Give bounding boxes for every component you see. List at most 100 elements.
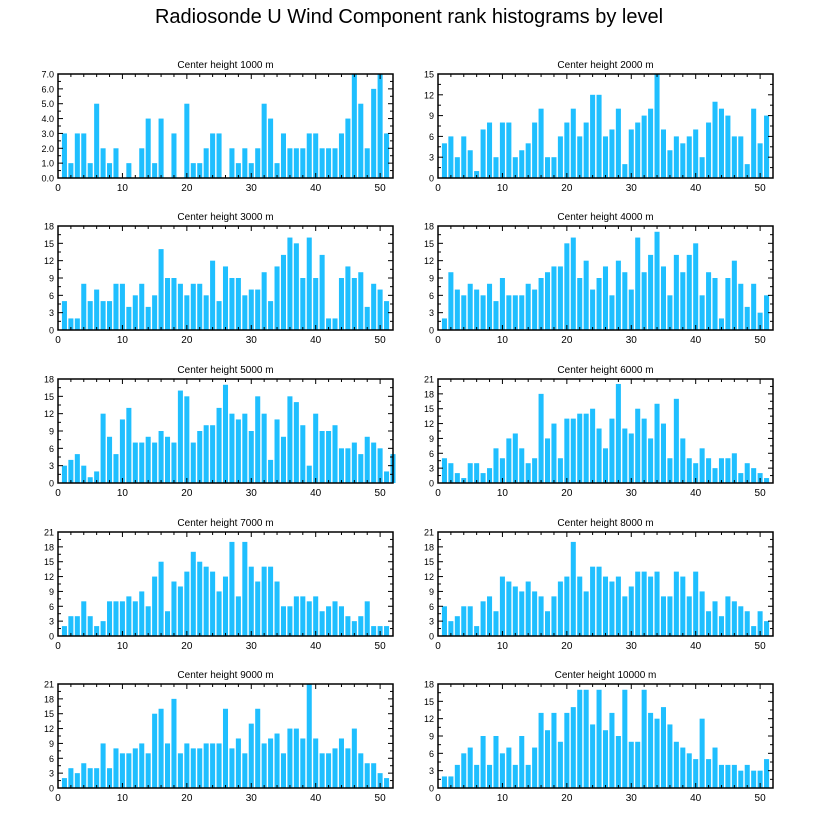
histogram-bar — [474, 764, 480, 788]
y-tick-label: 21 — [44, 528, 54, 538]
histogram-bar — [725, 115, 731, 178]
histogram-bar — [673, 571, 679, 636]
histogram-bar — [371, 626, 377, 636]
histogram-bar — [274, 266, 280, 330]
histogram-bar — [345, 448, 351, 483]
x-tick-label: 40 — [310, 183, 322, 194]
histogram-bar — [545, 272, 551, 330]
histogram-bar — [718, 108, 724, 178]
histogram-bar — [731, 764, 737, 788]
histogram-bar — [222, 266, 229, 330]
histogram-bar — [577, 689, 583, 788]
histogram-bar — [718, 616, 724, 636]
histogram-bar — [744, 611, 750, 636]
histogram-bar — [177, 753, 183, 788]
histogram-bar — [268, 738, 274, 788]
histogram-bar — [158, 118, 164, 178]
histogram-bar — [68, 768, 74, 788]
histogram-bar — [525, 463, 531, 483]
histogram-bar — [474, 463, 480, 483]
y-tick-label: 6.0 — [41, 84, 54, 94]
x-tick-label: 30 — [246, 641, 258, 652]
histogram-bar — [94, 471, 100, 483]
histogram-bar — [570, 541, 576, 636]
histogram-bar — [551, 712, 557, 788]
histogram-bar — [441, 458, 447, 483]
main-title: Radiosonde U Wind Component rank histogr… — [154, 6, 664, 28]
histogram-bar — [448, 621, 454, 636]
y-tick-label: 3 — [429, 617, 434, 627]
histogram-bar — [68, 459, 74, 483]
histogram-bar — [287, 728, 293, 788]
y-tick-label: 3 — [49, 461, 54, 471]
histogram-bar — [441, 318, 447, 330]
histogram-bar — [454, 473, 460, 483]
histogram-bar — [326, 606, 332, 636]
histogram-bar — [480, 295, 486, 330]
x-tick-label: 40 — [690, 335, 702, 346]
histogram-bar — [197, 748, 203, 788]
y-tick-label: 15 — [44, 709, 54, 719]
histogram-bar — [280, 254, 286, 330]
histogram-bar — [248, 163, 254, 178]
x-tick-label: 10 — [117, 793, 129, 804]
histogram-bar — [126, 306, 132, 330]
x-tick-label: 50 — [755, 183, 767, 194]
panel-title: Center height 10000 m — [555, 670, 657, 681]
histogram-bar — [667, 596, 673, 636]
histogram-bar — [222, 708, 229, 788]
histogram-bar — [332, 425, 338, 483]
histogram-bar — [461, 606, 467, 636]
histogram-bar — [68, 318, 74, 330]
histogram-bar — [590, 289, 596, 330]
histogram-bar — [319, 611, 325, 636]
histogram-bar — [306, 237, 312, 330]
histogram-bar — [306, 684, 312, 788]
histogram-bar — [338, 278, 344, 330]
y-tick-label: 15 — [424, 557, 434, 567]
histogram-bar — [525, 283, 531, 330]
histogram-bar — [622, 428, 628, 483]
histogram-bar — [660, 596, 666, 636]
histogram-bar — [441, 606, 447, 636]
x-tick-label: 20 — [561, 641, 573, 652]
x-tick-label: 20 — [561, 335, 573, 346]
histogram-bar — [764, 759, 770, 788]
histogram-bar — [583, 122, 589, 178]
histogram-bar — [81, 601, 87, 636]
histogram-bar — [706, 611, 712, 636]
histogram-bar — [660, 129, 666, 178]
x-tick-label: 50 — [375, 641, 387, 652]
y-tick-label: 6 — [429, 132, 434, 142]
histogram-bar — [384, 301, 390, 330]
histogram-bar — [107, 301, 113, 330]
x-tick-label: 30 — [626, 183, 638, 194]
histogram-bar — [293, 596, 299, 636]
histogram-bar — [216, 301, 222, 330]
histogram-bar — [306, 601, 312, 636]
histogram-bar — [545, 611, 551, 636]
histogram-bar — [499, 753, 505, 788]
histogram-bar — [190, 551, 196, 636]
histogram-bar — [609, 418, 615, 483]
histogram-bar — [744, 463, 750, 483]
histogram-bar — [712, 278, 718, 330]
histogram-bar — [107, 436, 113, 483]
x-tick-label: 0 — [55, 488, 61, 499]
x-tick-label: 30 — [626, 641, 638, 652]
x-tick-label: 0 — [435, 183, 441, 194]
histogram-panel: Center height 10000 m 0 10 20 30 40 50 0 3 6 9 12 15… — [424, 670, 774, 804]
x-tick-label: 30 — [246, 335, 258, 346]
y-tick-label: 3 — [49, 769, 54, 779]
histogram-bar — [499, 576, 505, 636]
histogram-bar — [506, 438, 512, 483]
histogram-bar — [358, 753, 364, 788]
histogram-bar — [615, 576, 621, 636]
histogram-bar — [744, 164, 750, 178]
histogram-bar — [667, 724, 673, 788]
histogram-bar — [538, 278, 544, 330]
histogram-panel: Center height 7000 m 0 10 20 30 40 50 0 3 6 9 12 15 1… — [44, 518, 394, 652]
histogram-bar — [564, 418, 570, 483]
histogram-bar — [345, 118, 351, 178]
histogram-bar — [680, 438, 686, 483]
